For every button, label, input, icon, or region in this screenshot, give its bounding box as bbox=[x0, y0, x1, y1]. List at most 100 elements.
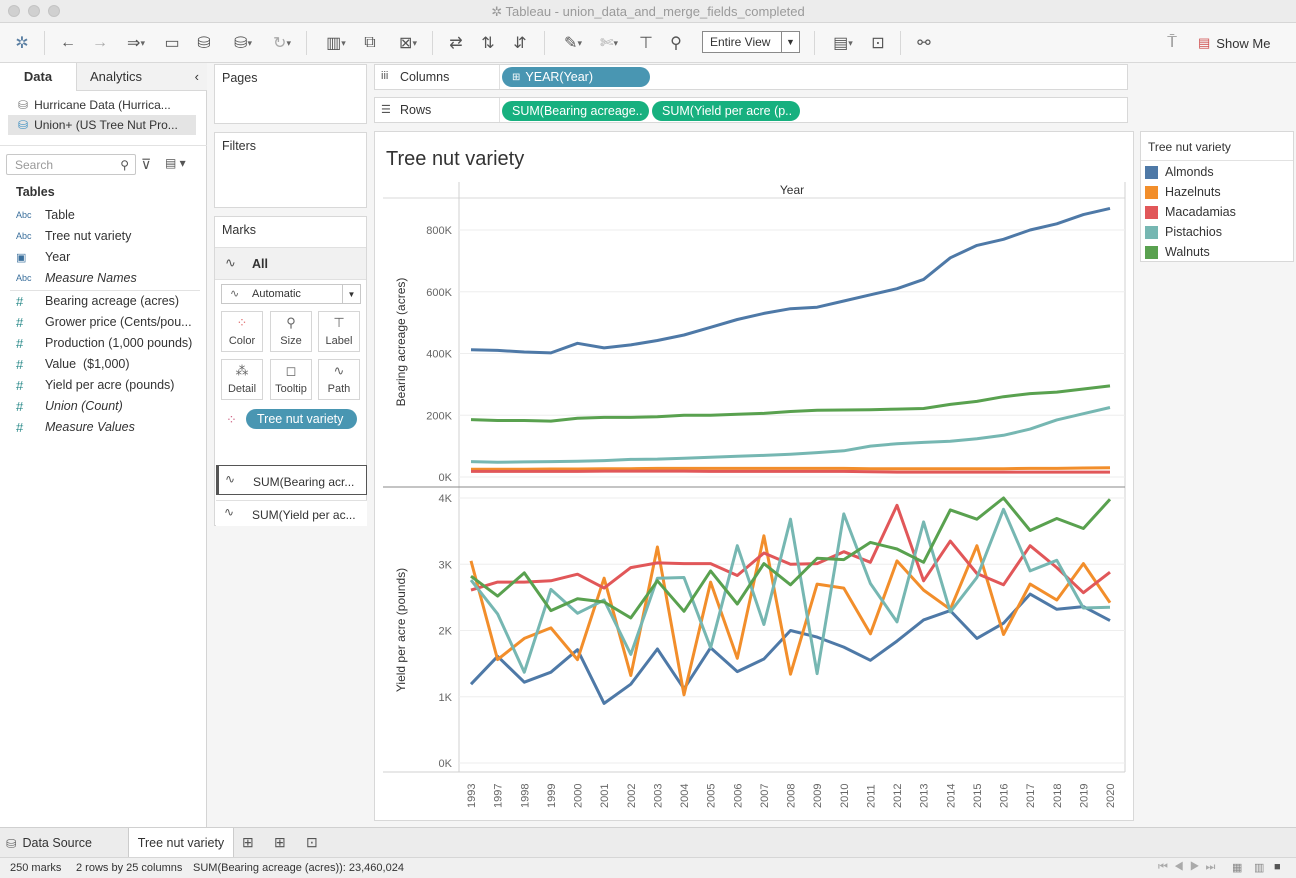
series-line-almonds[interactable] bbox=[470, 206, 1111, 355]
legend-item-macadamias[interactable]: Macadamias bbox=[1145, 202, 1236, 222]
clear-sheet-icon[interactable]: ⊠ ▾ bbox=[399, 35, 417, 52]
group-members-icon[interactable]: ✄ ▾ bbox=[600, 35, 618, 52]
search-input[interactable]: Search ⚲ bbox=[6, 154, 136, 175]
yield-per-acre-row-pill[interactable]: SUM(Yield per acre (p.. bbox=[652, 101, 800, 121]
tables-header: Tables bbox=[16, 185, 55, 199]
data-source-hurricane[interactable]: ⛁ Hurricane Data (Hurrica... bbox=[18, 98, 171, 112]
show-sheet-sorter-icon[interactable]: ▥ bbox=[1254, 862, 1265, 874]
series-line-hazelnuts[interactable] bbox=[469, 534, 1112, 697]
tableau-home-icon[interactable]: ✲ bbox=[15, 35, 29, 52]
x-axis-title: Year bbox=[780, 183, 804, 197]
fix-axes-icon[interactable]: ⚲ bbox=[670, 35, 682, 52]
pause-updates-icon[interactable]: ⛁ ▾ bbox=[234, 35, 252, 52]
zoom-window-button[interactable] bbox=[48, 5, 60, 17]
series-line-pistachios[interactable] bbox=[470, 406, 1111, 464]
field-year[interactable]: ▣ Year bbox=[16, 250, 71, 264]
show-mark-labels-icon[interactable]: ⊤ bbox=[639, 35, 653, 52]
legend-item-pistachios[interactable]: Pistachios bbox=[1145, 222, 1222, 242]
save-icon[interactable]: ▭ bbox=[164, 35, 180, 52]
collapse-pane-icon[interactable]: ‹ bbox=[194, 69, 199, 84]
share-icon[interactable]: ⚯ bbox=[917, 35, 931, 52]
new-worksheet-icon[interactable]: ⊞ bbox=[242, 834, 254, 850]
filters-shelf[interactable]: Filters bbox=[214, 132, 367, 208]
new-dashboard-icon[interactable]: ⊞ bbox=[274, 834, 286, 850]
x-tick-label: 2017 bbox=[1025, 784, 1037, 808]
legend-title: Tree nut variety bbox=[1148, 140, 1231, 154]
field-union-count[interactable]: # Union (Count) bbox=[16, 398, 123, 414]
replay-icon[interactable]: ⇒ ▾ bbox=[127, 35, 145, 52]
legend-item-walnuts[interactable]: Walnuts bbox=[1145, 242, 1210, 262]
marks-card-bearing[interactable]: ∿ SUM(Bearing acr... bbox=[216, 465, 367, 495]
redo-icon[interactable]: → bbox=[92, 34, 108, 51]
detail-button[interactable]: ⁂ Detail bbox=[221, 359, 263, 400]
data-source-tab[interactable]: ⛁ Data Source bbox=[6, 836, 92, 851]
new-data-source-icon[interactable]: ⛁ bbox=[197, 35, 211, 52]
field-bearing-acreage[interactable]: # Bearing acreage (acres) bbox=[16, 293, 180, 309]
new-story-icon[interactable]: ⊡ bbox=[306, 834, 318, 850]
undo-icon[interactable]: ← bbox=[60, 34, 76, 51]
pages-shelf[interactable]: Pages bbox=[214, 64, 367, 124]
field-value[interactable]: # Value ($1,000) bbox=[16, 356, 130, 372]
field-yield-per-acre[interactable]: # Yield per acre (pounds) bbox=[16, 377, 175, 393]
status-sum: SUM(Bearing acreage (acres)): 23,460,024 bbox=[193, 862, 404, 874]
label-button[interactable]: ⊤ Label bbox=[318, 311, 360, 352]
run-update-icon[interactable]: ↻ ▾ bbox=[273, 35, 291, 52]
field-table[interactable]: Abc Table bbox=[16, 208, 75, 222]
fit-select[interactable]: Entire View ▼ bbox=[702, 31, 800, 53]
field-measure-names[interactable]: Abc Measure Names bbox=[16, 271, 137, 285]
field-measure-values[interactable]: # Measure Values bbox=[16, 419, 135, 435]
legend-item-almonds[interactable]: Almonds bbox=[1145, 162, 1214, 182]
bearing-acreage-row-pill[interactable]: SUM(Bearing acreage.. bbox=[502, 101, 649, 121]
field-grower-price[interactable]: # Grower price (Cents/pou... bbox=[16, 314, 192, 330]
series-line-macadamias[interactable] bbox=[471, 469, 1110, 474]
path-button[interactable]: ∿ Path bbox=[318, 359, 360, 400]
size-button[interactable]: ⚲ Size bbox=[270, 311, 312, 352]
tree-nut-variety-color-pill[interactable]: Tree nut variety bbox=[246, 409, 357, 429]
x-tick-label: 2004 bbox=[679, 784, 691, 808]
tab-data[interactable]: Data bbox=[0, 63, 76, 91]
chart-view: Tree nut variety Year 0K 200K 400K 600K 800K… bbox=[374, 131, 1134, 821]
field-tree-nut-variety[interactable]: Abc Tree nut variety bbox=[16, 229, 132, 243]
x-tick-label: 2014 bbox=[945, 784, 957, 808]
columns-icon: iii bbox=[381, 70, 389, 82]
series-line-hazelnuts[interactable] bbox=[471, 466, 1111, 471]
line-mark-icon: ∿ bbox=[224, 505, 235, 519]
legend-item-hazelnuts[interactable]: Hazelnuts bbox=[1145, 182, 1221, 202]
tab-analytics[interactable]: Analytics ‹ bbox=[76, 63, 207, 91]
series-line-walnuts[interactable] bbox=[470, 384, 1111, 423]
color-button[interactable]: ⁘ Color bbox=[221, 311, 263, 352]
series-line-almonds[interactable] bbox=[469, 592, 1111, 705]
data-source-union[interactable]: ⛁ Union+ (US Tree Nut Pro... bbox=[8, 115, 196, 135]
duplicate-sheet-icon[interactable]: ⧉ bbox=[364, 34, 376, 51]
tooltip-button[interactable]: ◻ Tooltip bbox=[270, 359, 312, 400]
series-line-pistachios[interactable] bbox=[469, 507, 1111, 676]
year-column-pill[interactable]: ⊞ YEAR(Year) bbox=[502, 67, 650, 87]
legend-swatch bbox=[1145, 205, 1158, 219]
mark-type-select[interactable]: ∿ Automatic ▼ bbox=[221, 284, 361, 304]
show-cards-icon[interactable]: ▤ ▾ bbox=[833, 35, 853, 52]
marks-all-row[interactable] bbox=[215, 247, 366, 280]
show-me-button[interactable]: ▤ Show Me bbox=[1198, 35, 1271, 51]
marks-card-yield[interactable]: ∿ SUM(Yield per ac... bbox=[216, 500, 367, 526]
sheet-navigation-icon[interactable]: ⏮◀▶⏭ bbox=[1158, 861, 1222, 873]
close-window-button[interactable] bbox=[8, 5, 20, 17]
sort-ascending-icon[interactable]: ⇅ bbox=[481, 35, 495, 52]
show-filmstrip-icon[interactable]: ▦ bbox=[1232, 862, 1243, 874]
field-production[interactable]: # Production (1,000 pounds) bbox=[16, 335, 193, 351]
series-line-macadamias[interactable] bbox=[470, 503, 1111, 595]
view-options-icon[interactable]: ▤ ▾ bbox=[165, 156, 186, 170]
minimize-window-button[interactable] bbox=[28, 5, 40, 17]
swap-rows-columns-icon[interactable]: ⇄ bbox=[449, 35, 463, 52]
tooltip-pointer-icon[interactable]: ⍑ bbox=[1167, 34, 1177, 51]
tableau-logo-icon: ✲ bbox=[491, 4, 506, 19]
show-tabs-icon[interactable]: ■ bbox=[1274, 861, 1281, 873]
columns-shelf[interactable]: iii Columns bbox=[374, 64, 1128, 90]
series-line-walnuts[interactable] bbox=[470, 496, 1112, 620]
tab-tree-nut-variety[interactable]: Tree nut variety bbox=[128, 828, 234, 858]
presentation-mode-icon[interactable]: ⊡ bbox=[871, 35, 885, 52]
filter-icon[interactable]: ⊽ bbox=[141, 156, 152, 172]
highlight-icon[interactable]: ✎ ▾ bbox=[564, 35, 582, 52]
x-tick-label: 2013 bbox=[919, 784, 931, 808]
new-worksheet-icon[interactable]: ▥ ▾ bbox=[326, 35, 346, 52]
sort-descending-icon[interactable]: ⇵ bbox=[513, 35, 527, 52]
